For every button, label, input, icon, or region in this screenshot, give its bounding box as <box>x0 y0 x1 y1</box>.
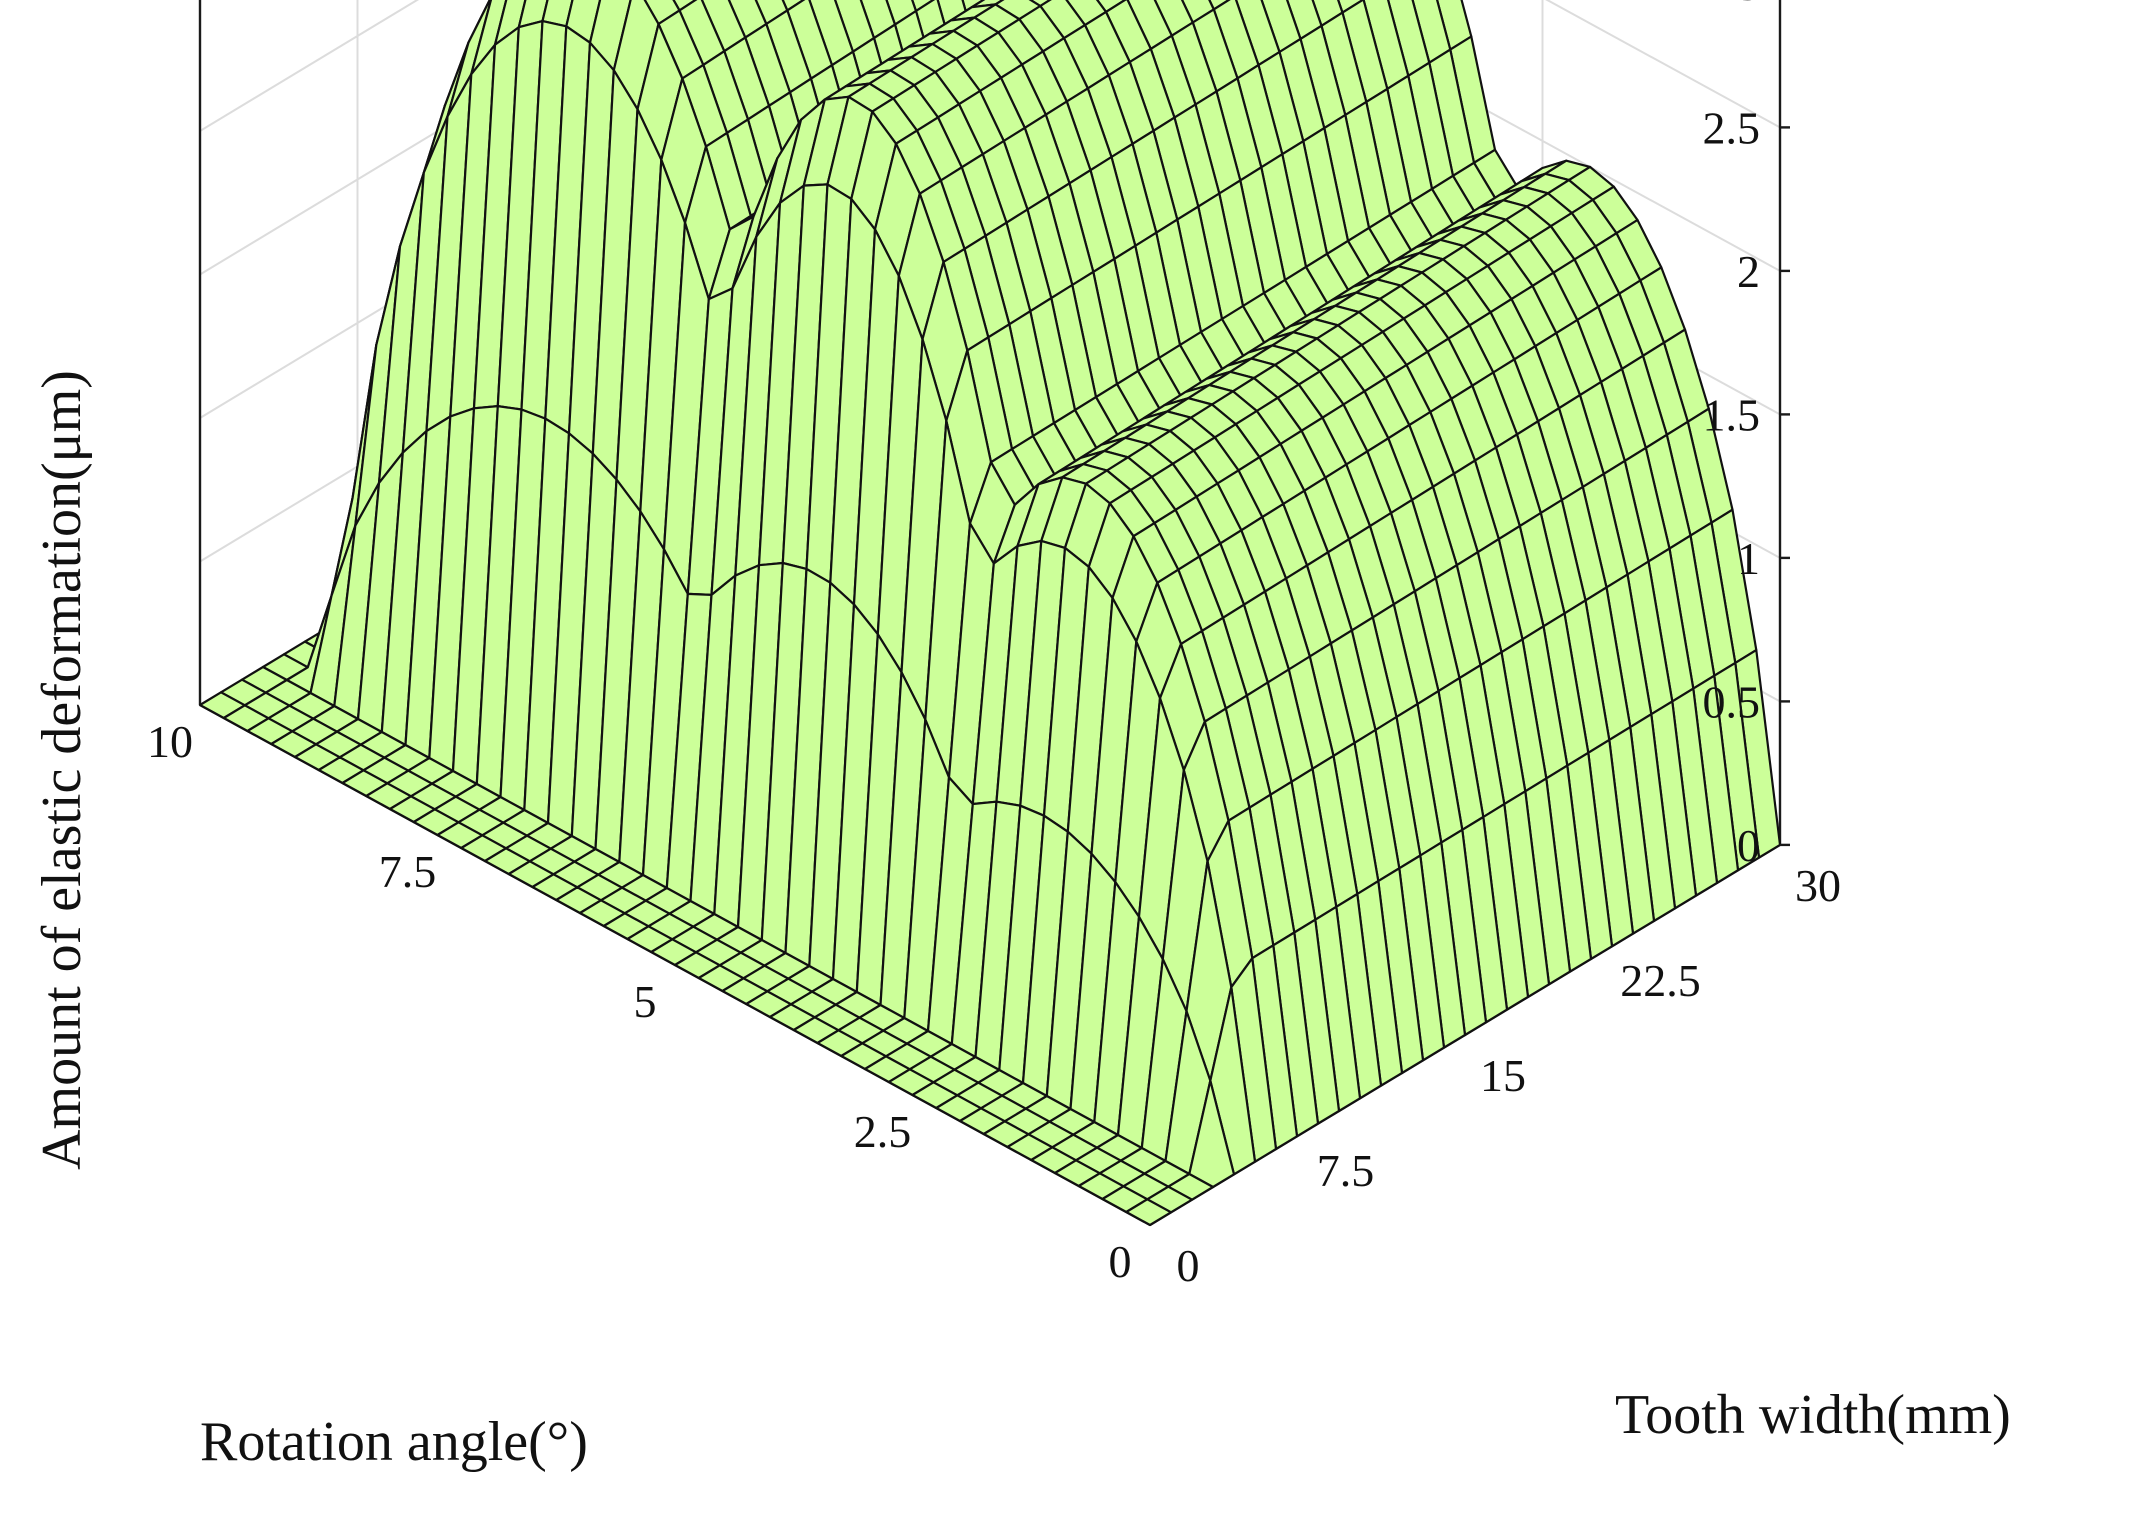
x-axis-label: Rotation angle(°) <box>200 1411 588 1473</box>
x-tick-label: 2.5 <box>854 1106 912 1157</box>
y-tick-label: 22.5 <box>1620 955 1701 1006</box>
z-tick-label: 2.5 <box>1703 102 1761 153</box>
y-axis-label: Tooth width(mm) <box>1615 1384 2011 1446</box>
z-tick-label: 1 <box>1737 533 1760 584</box>
y-tick-label: 30 <box>1795 860 1841 911</box>
z-tick-label: 0.5 <box>1703 676 1761 727</box>
y-tick-label: 0 <box>1177 1240 1200 1291</box>
axis-labels: Rotation angle(°) Tooth width(mm) Amount… <box>31 370 2011 1473</box>
surface-patch <box>1028 0 1052 8</box>
z-axis-label: Amount of elastic deformation(μm) <box>31 370 93 1170</box>
z-tick-label: 1.5 <box>1703 389 1761 440</box>
y-tick-label: 7.5 <box>1317 1145 1375 1196</box>
z-tick-label: 0 <box>1737 820 1760 871</box>
surface-mesh <box>198 0 1782 1227</box>
z-tick-label: 3 <box>1737 0 1760 10</box>
x-tick-label: 0 <box>1109 1236 1132 1287</box>
surface-patch <box>1125 1198 1173 1227</box>
x-tick-label: 10 <box>147 716 193 767</box>
x-tick-label: 7.5 <box>379 846 437 897</box>
x-tick-label: 5 <box>634 976 657 1027</box>
y-tick-label: 15 <box>1480 1050 1526 1101</box>
z-tick-label: 2 <box>1737 246 1760 297</box>
